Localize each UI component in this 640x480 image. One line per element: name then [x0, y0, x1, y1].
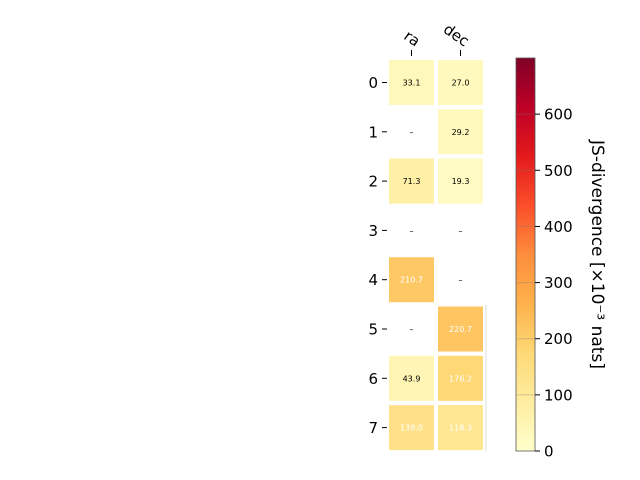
row-label: 0 — [368, 74, 378, 92]
colorbar-tick-label: 500 — [544, 162, 573, 180]
colorbar-tick-label: 200 — [544, 330, 573, 348]
colorbar-label: JS-divergence [×10⁻³ nats] — [587, 139, 607, 369]
colorbar-tick-label: 600 — [544, 106, 573, 124]
heatmap-cell — [438, 306, 483, 352]
heatmap-cell — [389, 405, 434, 451]
cell-value-label: 210.7 — [400, 276, 423, 285]
row-label: 4 — [368, 271, 378, 289]
row-labels: 0 1 2 3 4 5 6 7 — [368, 74, 387, 437]
cell-value-label: 220.7 — [449, 325, 472, 334]
row-label: 5 — [368, 321, 378, 339]
cell-value-label: 43.9 — [403, 374, 421, 383]
column-labels: ra dec — [401, 20, 473, 56]
heatmap-cell — [389, 257, 434, 303]
colorbar-tick-label: 0 — [544, 443, 554, 461]
column-label: dec — [440, 20, 472, 50]
heatmap-cell — [438, 405, 483, 451]
cell-value-label: 118.3 — [449, 424, 472, 433]
heatmap-cell — [438, 355, 483, 401]
cell-value-label: – — [459, 226, 463, 235]
row-label: 7 — [368, 419, 378, 437]
heatmap-cell — [438, 109, 483, 155]
cell-value-label: 71.3 — [403, 177, 421, 186]
row-label: 2 — [368, 173, 378, 191]
row-label: 3 — [368, 222, 378, 240]
cell-value-label: – — [410, 325, 414, 334]
heatmap-cell — [389, 158, 434, 204]
colorbar-tick-label: 300 — [544, 274, 573, 292]
colorbar-gradient — [515, 57, 536, 452]
cell-value-label: 33.1 — [403, 79, 421, 88]
colorbar: 0 100 200 300 400 500 600 JS-divergence [×10⁻³ … — [515, 57, 607, 461]
cell-value-label: – — [410, 128, 414, 137]
heatmap-cell — [389, 355, 434, 401]
heatmap-cell — [438, 60, 483, 105]
cell-value-label: – — [410, 226, 414, 235]
cell-value-label: 176.2 — [449, 374, 472, 383]
cell-value-label: 19.3 — [452, 177, 470, 186]
cell-value-label: 27.0 — [452, 79, 470, 88]
colorbar-tick-label: 100 — [544, 386, 573, 404]
cell-value-label: – — [459, 276, 463, 285]
colorbar-tick-label: 400 — [544, 218, 573, 236]
row-label: 1 — [368, 123, 378, 141]
heatmap-cell — [438, 158, 483, 204]
cell-value-label: 138.0 — [400, 424, 423, 433]
cell-value-label: 29.2 — [452, 128, 470, 137]
row-label: 6 — [368, 370, 378, 388]
heatmap-cells: 33.1 27.0 – 29.2 71.3 19.3 – – 210.7 – – 220.7 43.9 1… — [389, 60, 487, 451]
heatmap-cell — [389, 60, 434, 105]
column-label: ra — [401, 27, 424, 51]
